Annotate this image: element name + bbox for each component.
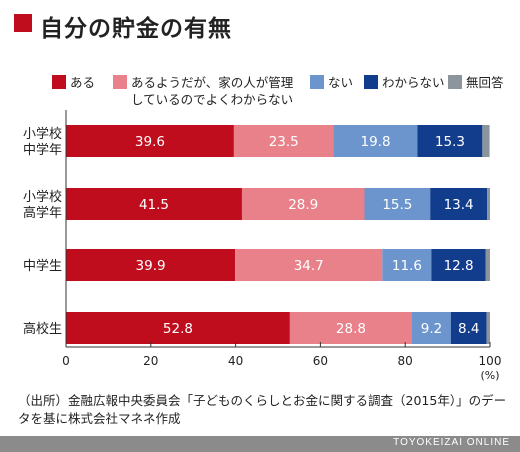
bar-segment (431, 249, 486, 281)
category-label: 小学校 (23, 126, 62, 142)
bar-segment (289, 312, 412, 344)
category-label: 高学年 (23, 205, 62, 221)
data-label: 8.4 (458, 321, 479, 337)
bar-segment (66, 249, 236, 281)
data-label: 34.7 (294, 258, 324, 274)
legend: ある あるようだが、家の人が管理 しているのでよくわからない ない わからない 無回答 (0, 74, 520, 108)
bar-segment (66, 125, 234, 157)
data-label: 28.9 (288, 197, 318, 213)
category-label: 中学年 (23, 142, 62, 158)
data-label: 23.5 (269, 134, 299, 150)
legend-item: ない (310, 74, 353, 91)
data-label: 39.9 (136, 258, 166, 274)
bar-segment (241, 188, 365, 220)
bar-segment (450, 312, 487, 344)
data-label: 19.8 (360, 134, 390, 150)
data-label: 12.8 (444, 258, 474, 274)
data-label: 9.2 (421, 321, 442, 337)
bar-segment (66, 188, 242, 220)
x-tick-label: 20 (143, 354, 158, 368)
bar-segment (233, 125, 334, 157)
bar-segment (485, 249, 490, 281)
x-tick-label: 40 (228, 354, 243, 368)
legend-label: 無回答 (466, 75, 504, 90)
legend-swatch (52, 75, 66, 89)
bar-segment (482, 125, 490, 157)
bar-segment (417, 125, 483, 157)
legend-swatch (310, 75, 324, 89)
bar-segment (430, 188, 488, 220)
footer-bar: TOYOKEIZAI ONLINE (0, 436, 520, 452)
chart-title: 自分の貯金の有無 (40, 16, 232, 42)
bar-segment (235, 249, 383, 281)
data-label: 13.4 (444, 197, 474, 213)
x-tick-label: 80 (398, 354, 413, 368)
bar-segment (66, 312, 290, 344)
category-label: 高校生 (23, 321, 62, 337)
bar-segment (486, 312, 490, 344)
legend-swatch (113, 75, 127, 89)
x-tick-label: 60 (313, 354, 328, 368)
legend-label: ある (70, 75, 96, 90)
legend-label: あるようだが、家の人が管理 しているのでよくわからない (131, 75, 294, 107)
legend-label: わからない (382, 75, 445, 90)
data-label: 39.6 (135, 134, 165, 150)
data-label: 11.6 (392, 258, 422, 274)
legend-swatch (448, 75, 462, 89)
legend-swatch (364, 75, 378, 89)
data-label: 15.3 (435, 134, 465, 150)
category-label: 中学生 (23, 258, 62, 274)
source-note: （出所）金融広報中央委員会「子どものくらしとお金に関する調査（2015年）」のデ… (18, 393, 507, 426)
bar-segment (364, 188, 431, 220)
legend-item: ある (52, 74, 95, 91)
x-unit-label: (%) (480, 369, 499, 382)
x-tick-label: 0 (62, 354, 70, 368)
bar-segment (382, 249, 432, 281)
legend-label: ない (328, 75, 354, 90)
legend-item: 無回答 (448, 74, 504, 91)
title-mark (14, 14, 32, 32)
data-label: 52.8 (163, 321, 193, 337)
bar-segment (333, 125, 418, 157)
bar-segment (487, 188, 490, 220)
legend-item: わからない (364, 74, 445, 91)
legend-item: あるようだが、家の人が管理 しているのでよくわからない (113, 74, 293, 108)
data-label: 28.8 (336, 321, 366, 337)
data-label: 41.5 (139, 197, 169, 213)
bar-segment (411, 312, 451, 344)
x-tick-label: 100 (479, 354, 502, 368)
data-label: 15.5 (382, 197, 412, 213)
category-label: 小学校 (23, 189, 62, 205)
footer-brand: TOYOKEIZAI ONLINE (393, 437, 510, 448)
